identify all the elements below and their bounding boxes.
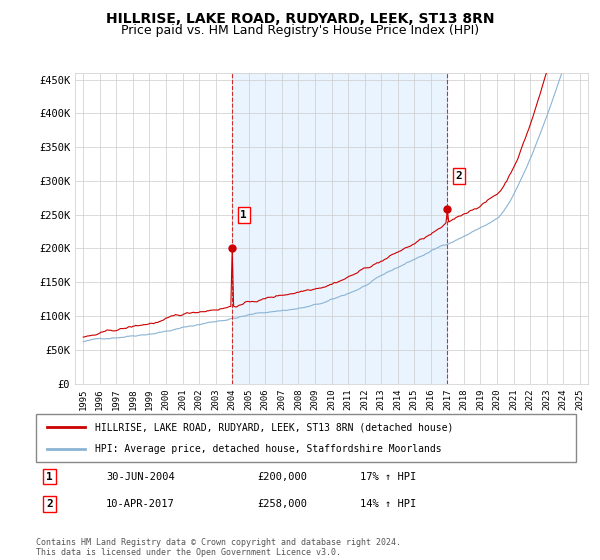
Text: 14% ↑ HPI: 14% ↑ HPI [360,499,416,509]
Text: Price paid vs. HM Land Registry's House Price Index (HPI): Price paid vs. HM Land Registry's House … [121,24,479,36]
Text: 17% ↑ HPI: 17% ↑ HPI [360,472,416,482]
Text: 30-JUN-2004: 30-JUN-2004 [106,472,175,482]
Text: 2: 2 [46,499,53,509]
Text: 1: 1 [46,472,53,482]
FancyBboxPatch shape [36,414,576,462]
Text: Contains HM Land Registry data © Crown copyright and database right 2024.
This d: Contains HM Land Registry data © Crown c… [36,538,401,557]
Text: HILLRISE, LAKE ROAD, RUDYARD, LEEK, ST13 8RN (detached house): HILLRISE, LAKE ROAD, RUDYARD, LEEK, ST13… [95,422,454,432]
Text: £258,000: £258,000 [257,499,307,509]
Text: 10-APR-2017: 10-APR-2017 [106,499,175,509]
Text: £200,000: £200,000 [257,472,307,482]
Text: HILLRISE, LAKE ROAD, RUDYARD, LEEK, ST13 8RN: HILLRISE, LAKE ROAD, RUDYARD, LEEK, ST13… [106,12,494,26]
Bar [232,73,448,384]
Text: 2: 2 [455,171,463,181]
Text: HPI: Average price, detached house, Staffordshire Moorlands: HPI: Average price, detached house, Staf… [95,444,442,454]
Text: 1: 1 [241,210,247,220]
